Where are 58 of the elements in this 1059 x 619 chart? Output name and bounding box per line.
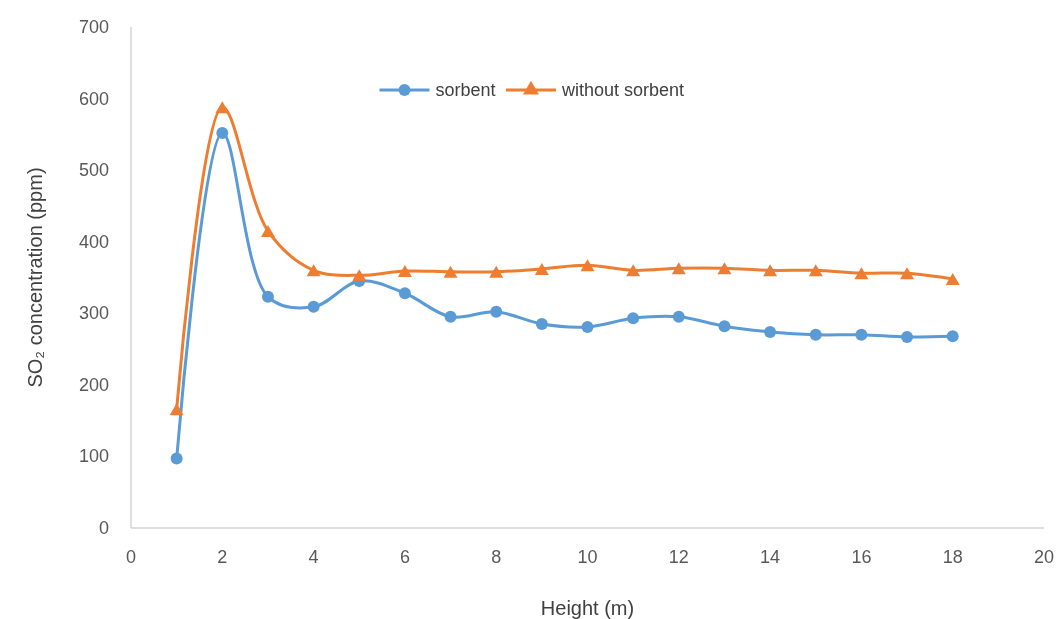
x-tick-label: 20 [1033, 547, 1055, 567]
point [261, 290, 274, 303]
y-tick-label: 0 [98, 518, 109, 538]
x-tick-label: 6 [399, 547, 410, 567]
point [307, 300, 320, 313]
y-tick-label: 700 [78, 17, 109, 37]
point [169, 403, 184, 416]
point [397, 265, 412, 278]
point [443, 265, 458, 278]
point [489, 265, 504, 278]
point [855, 328, 868, 341]
legend-label: sorbent [435, 80, 496, 100]
point [901, 330, 914, 343]
x-axis-title: Height (m) [540, 597, 635, 619]
point [260, 224, 275, 237]
point [854, 267, 869, 280]
y-tick-label: 300 [78, 303, 109, 324]
y-tick-label: 400 [78, 231, 109, 252]
point [581, 320, 594, 333]
point [764, 325, 777, 338]
point [216, 126, 229, 139]
point [763, 264, 778, 277]
point [398, 287, 411, 300]
y-tick-label: 200 [78, 374, 109, 395]
point [444, 310, 457, 323]
legend-label: without sorbent [561, 80, 685, 100]
y-tick-label: 100 [78, 446, 109, 467]
x-tick-label: 16 [851, 547, 872, 567]
point [580, 259, 595, 272]
point [170, 452, 183, 465]
point [215, 101, 230, 114]
point [672, 310, 685, 323]
point [671, 262, 686, 275]
x-tick-label: 4 [308, 547, 319, 567]
point [946, 330, 959, 343]
x-tick-label: 10 [577, 547, 598, 567]
point [626, 264, 641, 277]
point [627, 312, 640, 325]
point [900, 267, 915, 280]
x-tick-label: 18 [942, 547, 963, 567]
point [809, 328, 822, 341]
x-tick-label: 12 [668, 547, 689, 567]
y-axis-title: SO₂ concentration (ppm) [24, 167, 46, 388]
x-tick-label: 2 [217, 547, 228, 567]
point [352, 269, 367, 282]
y-tick-label: 500 [78, 160, 109, 181]
x-tick-label: 14 [760, 547, 781, 567]
point [535, 318, 548, 331]
point [490, 305, 503, 318]
point [534, 262, 549, 275]
x-tick-label: 8 [491, 547, 502, 567]
point [717, 262, 732, 275]
point [718, 320, 731, 333]
x-tick-label: 0 [125, 547, 137, 567]
y-tick-label: 600 [78, 88, 109, 109]
point [945, 272, 960, 285]
point [306, 264, 321, 277]
point [808, 264, 823, 277]
